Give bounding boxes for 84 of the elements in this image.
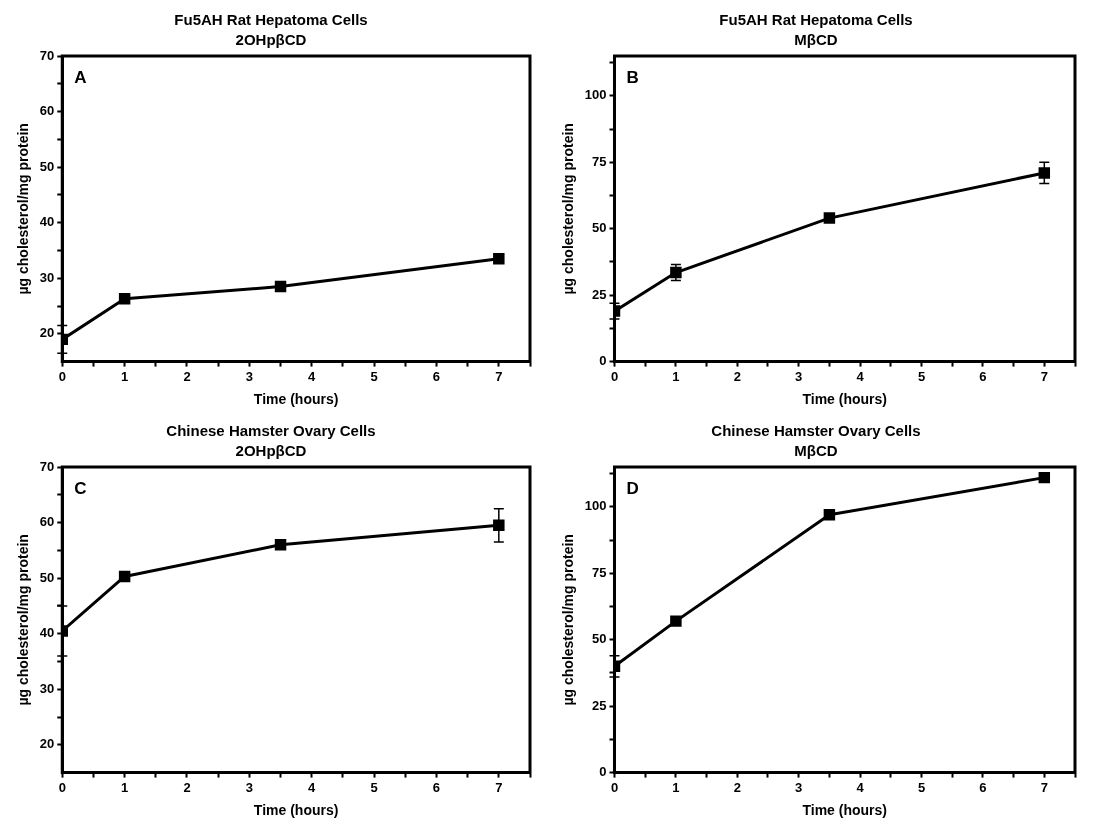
- x-tick-label: 1: [121, 368, 129, 384]
- y-tick-label: 50: [592, 631, 607, 647]
- point: [118, 570, 131, 583]
- x-tick-label: 5: [370, 368, 378, 384]
- x-tick-label: 2: [183, 779, 191, 795]
- x-tick-label: 0: [610, 368, 619, 384]
- y-tick-label: 40: [39, 625, 55, 641]
- y-tick-label: 50: [39, 158, 55, 174]
- y-axis-title: µg cholesterol/mg protein: [15, 123, 32, 295]
- x-axis-title: Time (hours): [802, 802, 888, 819]
- y-tick-label: 0: [599, 764, 607, 780]
- x-tick-label: 4: [856, 779, 865, 795]
- chart-title: Fu5AH Rat Hepatoma Cells: [719, 11, 913, 29]
- y-tick-label: 20: [39, 736, 55, 752]
- y-tick-label: 0: [599, 353, 607, 369]
- y-tick-label: 75: [592, 564, 607, 580]
- x-tick-label: 7: [1040, 368, 1048, 384]
- y-tick-label: 20: [39, 325, 55, 341]
- y-tick-label: 25: [592, 697, 607, 713]
- x-tick-label: 4: [308, 368, 317, 384]
- x-tick-label: 3: [245, 779, 253, 795]
- x-tick-label: 5: [917, 368, 926, 384]
- x-tick-label: 4: [856, 368, 865, 384]
- x-tick-label: 0: [610, 779, 619, 795]
- x-tick-label: 2: [183, 368, 191, 384]
- y-tick-label: 60: [39, 514, 55, 530]
- x-tick-label: 3: [245, 368, 253, 384]
- y-tick-label: 30: [39, 269, 55, 285]
- x-tick-label: 6: [432, 368, 441, 384]
- x-tick-label: 7: [1040, 779, 1048, 795]
- x-tick-label: 2: [733, 368, 741, 384]
- x-tick-label: 1: [672, 368, 680, 384]
- point: [1038, 167, 1051, 179]
- annotation: D: [626, 479, 639, 499]
- chart-title: Chinese Hamster Ovary Cells: [166, 422, 376, 440]
- chart-title: Fu5AH Rat Hepatoma Cells: [174, 11, 368, 29]
- y-tick-label: 70: [39, 458, 55, 474]
- y-tick-label: 50: [592, 220, 607, 236]
- y-tick-label: 100: [584, 87, 607, 103]
- chart-subtitle: 2OHpβCD: [235, 31, 307, 49]
- point: [118, 293, 131, 305]
- x-tick-label: 0: [58, 779, 66, 795]
- chart-subtitle: MβCD: [794, 442, 838, 460]
- x-tick-label: 0: [58, 368, 66, 384]
- point: [670, 615, 682, 627]
- y-tick-label: 30: [39, 680, 55, 696]
- x-tick-label: 1: [121, 779, 129, 795]
- y-tick-label: 60: [39, 103, 55, 119]
- x-tick-label: 6: [432, 779, 441, 795]
- y-tick-label: 40: [39, 214, 55, 230]
- chart-subtitle: MβCD: [794, 31, 838, 49]
- y-tick-label: 75: [592, 153, 607, 169]
- point: [823, 212, 836, 224]
- y-axis-title: µg cholesterol/mg protein: [560, 123, 577, 295]
- chart-subtitle: 2OHpβCD: [235, 442, 307, 460]
- x-tick-label: 6: [979, 368, 987, 384]
- x-axis-title: Time (hours): [253, 391, 339, 408]
- y-tick-label: 100: [584, 498, 607, 514]
- point: [493, 253, 505, 265]
- x-tick-label: 6: [979, 779, 987, 795]
- x-tick-label: 5: [917, 779, 926, 795]
- annotation: B: [626, 68, 639, 88]
- point: [274, 539, 287, 551]
- x-tick-label: 7: [495, 779, 503, 795]
- y-tick-label: 25: [592, 286, 607, 302]
- x-tick-label: 3: [795, 368, 803, 384]
- y-axis-title: µg cholesterol/mg protein: [560, 534, 577, 706]
- x-axis-title: Time (hours): [802, 391, 888, 408]
- x-tick-label: 3: [795, 779, 803, 795]
- y-tick-label: 50: [39, 569, 55, 585]
- chart-title: Chinese Hamster Ovary Cells: [711, 422, 921, 440]
- y-axis-title: µg cholesterol/mg protein: [15, 534, 32, 706]
- x-tick-label: 7: [495, 368, 503, 384]
- point: [1038, 471, 1051, 484]
- x-tick-label: 4: [308, 779, 317, 795]
- annotation: A: [74, 68, 87, 88]
- x-axis-title: Time (hours): [253, 802, 339, 819]
- x-tick-label: 1: [672, 779, 680, 795]
- x-tick-label: 5: [370, 779, 378, 795]
- x-tick-label: 2: [733, 779, 741, 795]
- annotation: C: [74, 479, 87, 499]
- point: [823, 509, 836, 521]
- y-tick-label: 70: [39, 47, 55, 63]
- point: [274, 280, 287, 293]
